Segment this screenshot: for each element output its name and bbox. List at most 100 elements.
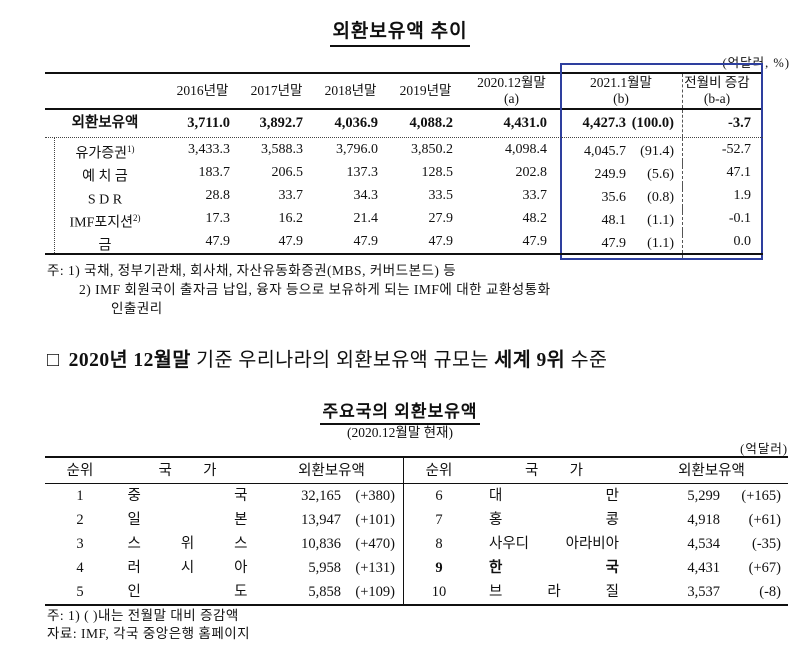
note-line: 자료: IMF, 각국 중앙은행 홈페이지: [47, 626, 251, 641]
cell-value: 202.8: [515, 165, 548, 180]
country-name: 대 만: [489, 488, 619, 504]
cell-value: 47.9: [205, 234, 231, 249]
cell-value-b: 35.6 (0.8): [560, 184, 682, 212]
cell-value: 4,534: [687, 536, 720, 552]
statement-text-2: 수준: [565, 350, 608, 371]
cell-value: 4,431.0: [503, 115, 548, 131]
cell-value: 10,836: [301, 536, 341, 552]
statement-bold-2: 세계 9위: [494, 350, 566, 371]
statement-text-1: 기준 우리나라의 외환보유액 규모는: [190, 350, 495, 371]
cell-change: (+61): [748, 512, 781, 528]
table1-header-2018: 2018년말: [324, 83, 377, 98]
table-row-korea: 9 한 국 4,431 (+67): [404, 556, 788, 580]
note-line: 2) IMF 회원국이 출자금 납입, 융자 등으로 보유하게 되는 IMF에 …: [79, 282, 551, 297]
country-name: 중 국: [127, 488, 248, 504]
table1-header-col-a: 2020.12월말 (a): [463, 74, 560, 108]
cell-value: 4,088.2: [409, 115, 454, 131]
row-label-text: 예 치 금: [82, 169, 128, 185]
country-name: 스 위 스: [127, 536, 248, 552]
b-value: 48.1: [601, 213, 627, 229]
row-label-sup: 1): [127, 144, 135, 154]
cell-value: 3,892.7: [259, 115, 304, 131]
table-row-sdr: S D R 28.8 33.7 34.3 33.5 33.7 35.6 (0.8…: [45, 184, 763, 212]
header-country: 국 가: [474, 458, 634, 484]
cell-country: 브 라 질: [474, 580, 634, 604]
cell-value-b: 4,045.7 (91.4): [560, 138, 682, 166]
cell-country: 대 만: [474, 484, 634, 508]
cell-value: 16.2: [278, 211, 304, 226]
table1-header-2016: 2016년말: [176, 83, 229, 98]
header-rank: 순위: [425, 463, 453, 479]
cell-diff: -0.1: [682, 207, 763, 235]
header-country: 국 가: [115, 458, 260, 484]
cell-value: 47.9: [353, 234, 379, 249]
cell-diff: 1.9: [682, 184, 763, 212]
key-statement: □ 2020년 12월말 기준 우리나라의 외환보유액 규모는 세계 9위 수준: [47, 343, 787, 372]
table2-title-text: 주요국의 외환보유액: [320, 397, 480, 425]
cell-change: (+165): [741, 488, 781, 504]
cell-value: 48.2: [522, 211, 548, 226]
cell-value: 3,588.3: [261, 142, 303, 157]
cell-change: (+380): [355, 488, 395, 504]
table1-unit-note: (억달러, %): [722, 56, 790, 70]
table-row-total: 외환보유액 3,711.0 3,892.7 4,036.9 4,088.2 4,…: [45, 110, 763, 137]
table2-right-half: 순위 국 가 외환보유액 6 대 만 5,299 (+165) 7 홍 콩 4,…: [403, 458, 788, 604]
table1-header-row: 2016년말 2017년말 2018년말 2019년말 2020.12월말 (a…: [45, 72, 763, 110]
table-row: 7 홍 콩 4,918 (+61): [404, 508, 788, 532]
b-value: 35.6: [601, 190, 627, 206]
b-value: 4,427.3: [582, 115, 627, 131]
cell-rank: 7: [435, 512, 443, 528]
cell-change: (+131): [355, 560, 395, 576]
row-label: 예 치 금: [45, 161, 165, 189]
cell-country: 스 위 스: [115, 532, 260, 556]
b-value: 47.9: [601, 236, 627, 252]
table-row-gold: 금 47.9 47.9 47.9 47.9 47.9 47.9 (1.1) 0.…: [45, 230, 763, 258]
cell-value: 47.9: [522, 234, 548, 249]
cell-value: 32,165: [301, 488, 341, 504]
cell-change: (+67): [748, 560, 781, 576]
cell-value: 137.3: [346, 165, 379, 180]
table-row: 5 인 도 5,858 (+109): [45, 580, 403, 604]
table-row: 8 사우디 아라비아 4,534 (-35): [404, 532, 788, 556]
cell-change: (+109): [355, 584, 395, 600]
row-label: 유가증권1): [45, 138, 165, 166]
table-row-imf-position: IMF포지션2) 17.3 16.2 21.4 27.9 48.2 48.1 (…: [45, 207, 763, 235]
table-row-deposits: 예 치 금 183.7 206.5 137.3 128.5 202.8 249.…: [45, 161, 763, 189]
cell-value: 3,433.3: [188, 142, 230, 157]
cell-change: (-35): [752, 536, 781, 552]
cell-diff: -52.7: [682, 138, 763, 166]
row-label-text: 금: [98, 238, 112, 254]
cell-value: 206.5: [271, 165, 304, 180]
cell-value: 47.9: [428, 234, 454, 249]
cell-value: 27.9: [428, 211, 454, 226]
b-share: (1.1): [647, 236, 674, 252]
col-a-line2: (a): [504, 91, 519, 106]
cell-country: 사우디 아라비아: [474, 532, 634, 556]
country-name: 사우디 아라비아: [489, 536, 619, 552]
cell-value-b: 4,427.3 (100.0): [560, 110, 682, 137]
cell-change: (-8): [759, 584, 781, 600]
cell-rank: 1: [76, 488, 84, 504]
cell-rank: 2: [76, 512, 84, 528]
col-b-line2: (b): [613, 91, 629, 106]
cell-country: 한 국: [474, 556, 634, 580]
cell-rank: 3: [76, 536, 84, 552]
header-country-text: 국 가: [158, 463, 217, 479]
table1-subitems: 유가증권1) 3,433.3 3,588.3 3,796.0 3,850.2 4…: [45, 137, 763, 258]
row-label-text: 유가증권: [75, 146, 128, 162]
header-reserves: 외환보유액: [298, 463, 365, 479]
row-label-text: IMF포지션: [69, 215, 134, 231]
table-row: 2 일 본 13,947 (+101): [45, 508, 403, 532]
cell-change: (+470): [355, 536, 395, 552]
cell-value: 128.5: [421, 165, 454, 180]
b-share: (100.0): [631, 115, 674, 131]
table-row: 10 브 라 질 3,537 (-8): [404, 580, 788, 604]
cell-value-b: 249.9 (5.6): [560, 161, 682, 189]
cell-country: 중 국: [115, 484, 260, 508]
col-diff-line2: (b-a): [703, 91, 731, 106]
table2-notes: 주: 1) ( )내는 전월말 대비 증감액 자료: IMF, 각국 중앙은행 …: [47, 607, 250, 643]
square-bullet-icon: □: [47, 349, 60, 371]
statement-bold-1: 2020년 12월말: [68, 350, 191, 371]
cell-value-b: 47.9 (1.1): [560, 230, 682, 258]
table-row: 6 대 만 5,299 (+165): [404, 484, 788, 508]
